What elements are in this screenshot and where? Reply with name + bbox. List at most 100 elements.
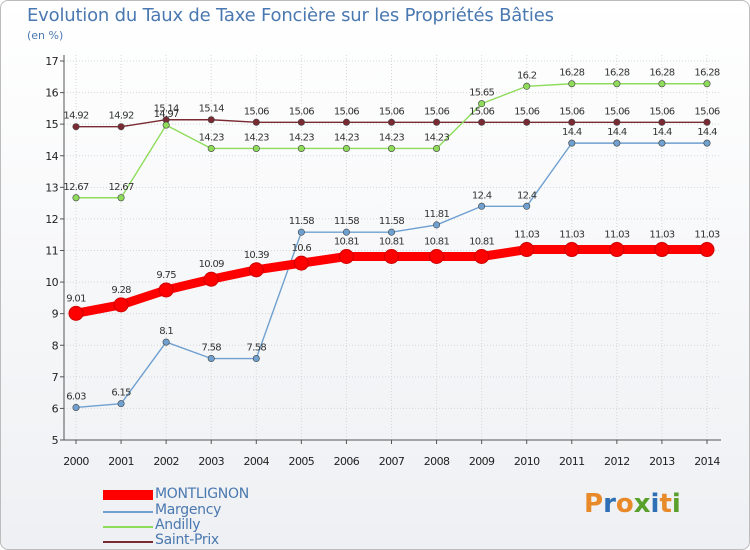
data-point-saint-prix xyxy=(342,118,350,126)
data-label-saint-prix: 15.06 xyxy=(559,106,584,117)
data-point-montlignon xyxy=(248,262,264,278)
data-point-saint-prix xyxy=(433,118,441,126)
data-point-margency xyxy=(387,228,395,236)
logo-letter: i xyxy=(650,489,660,519)
legend-label-andilly: Andilly xyxy=(155,517,201,533)
y-tick-label: 15 xyxy=(45,118,58,131)
data-label-saint-prix: 15.06 xyxy=(469,106,494,117)
data-label-margency: 14.4 xyxy=(562,127,582,138)
data-point-montlignon xyxy=(158,282,174,298)
data-label-andilly: 14.23 xyxy=(424,132,449,143)
data-label-montlignon: 10.09 xyxy=(199,259,224,270)
proxiti-logo: Proxiti xyxy=(584,489,681,519)
data-label-margency: 11.81 xyxy=(424,209,449,220)
data-point-margency xyxy=(478,202,486,210)
x-tick-label: 2014 xyxy=(694,455,720,468)
data-label-montlignon: 10.39 xyxy=(244,250,269,261)
data-point-montlignon xyxy=(113,297,129,313)
logo-letter: P xyxy=(584,489,604,519)
chart-subtitle: (en %) xyxy=(27,29,64,42)
x-tick-label: 2004 xyxy=(243,455,269,468)
data-point-andilly xyxy=(72,194,80,202)
data-label-andilly: 14.23 xyxy=(379,132,404,143)
y-tick-label: 14 xyxy=(45,150,58,163)
y-tick-label: 7 xyxy=(52,371,59,384)
data-point-andilly xyxy=(433,144,441,152)
x-tick-label: 2010 xyxy=(514,455,540,468)
data-label-montlignon: 10.81 xyxy=(379,237,404,248)
data-label-margency: 6.15 xyxy=(111,388,131,399)
data-point-andilly xyxy=(207,144,215,152)
data-label-saint-prix: 14.92 xyxy=(63,111,88,122)
data-label-saint-prix: 15.06 xyxy=(379,106,404,117)
data-label-margency: 12.4 xyxy=(472,190,492,201)
data-point-saint-prix xyxy=(117,123,125,131)
legend-label-montlignon: MONTLIGNON xyxy=(155,486,249,502)
data-label-andilly: 14.97 xyxy=(154,109,179,120)
data-point-andilly xyxy=(613,80,621,88)
x-tick-label: 2013 xyxy=(649,455,675,468)
data-point-saint-prix xyxy=(72,123,80,131)
data-label-andilly: 16.2 xyxy=(517,70,537,81)
data-point-saint-prix xyxy=(613,118,621,126)
data-label-saint-prix: 15.14 xyxy=(199,104,224,115)
data-label-margency: 11.58 xyxy=(334,216,359,227)
legend-item-margency: Margency xyxy=(103,502,323,519)
data-label-andilly: 14.23 xyxy=(244,132,269,143)
data-point-montlignon xyxy=(609,242,625,258)
legend-label-saint-prix: Saint-Prix xyxy=(155,532,219,548)
x-tick-label: 2006 xyxy=(334,455,360,468)
data-point-margency xyxy=(703,139,711,147)
data-label-andilly: 14.23 xyxy=(199,132,224,143)
data-point-andilly xyxy=(162,121,170,129)
data-label-saint-prix: 15.06 xyxy=(514,106,539,117)
data-label-montlignon: 11.03 xyxy=(604,230,629,241)
data-label-saint-prix: 15.06 xyxy=(604,106,629,117)
data-point-saint-prix xyxy=(523,118,531,126)
y-tick-label: 16 xyxy=(45,87,58,100)
logo-letter: r xyxy=(603,489,616,519)
logo-letter: x xyxy=(633,489,651,519)
data-point-andilly xyxy=(523,82,531,90)
data-point-montlignon xyxy=(564,242,580,258)
data-point-montlignon xyxy=(338,249,354,265)
data-label-margency: 7.58 xyxy=(247,343,267,354)
logo-letter: o xyxy=(615,489,634,519)
data-label-saint-prix: 15.06 xyxy=(289,106,314,117)
legend-swatch-andilly xyxy=(103,526,153,528)
data-label-andilly: 16.28 xyxy=(694,68,719,79)
data-label-margency: 12.4 xyxy=(517,190,537,201)
data-point-montlignon xyxy=(519,242,535,258)
data-point-montlignon xyxy=(699,242,715,258)
data-label-andilly: 14.23 xyxy=(334,132,359,143)
data-point-andilly xyxy=(387,144,395,152)
data-label-montlignon: 11.03 xyxy=(514,230,539,241)
data-point-margency xyxy=(207,355,215,363)
legend-swatch-saint-prix xyxy=(103,541,153,543)
legend-label-margency: Margency xyxy=(155,502,222,518)
data-point-margency xyxy=(613,139,621,147)
data-point-andilly xyxy=(297,144,305,152)
data-label-montlignon: 11.03 xyxy=(559,230,584,241)
data-point-andilly xyxy=(658,80,666,88)
data-label-montlignon: 10.6 xyxy=(292,243,312,254)
legend-item-andilly: Andilly xyxy=(103,517,323,534)
data-point-andilly xyxy=(478,100,486,108)
x-tick-label: 2011 xyxy=(559,455,585,468)
data-label-montlignon: 10.81 xyxy=(334,237,359,248)
data-point-margency xyxy=(162,338,170,346)
data-point-montlignon xyxy=(68,305,84,321)
data-label-saint-prix: 15.06 xyxy=(244,106,269,117)
x-tick-label: 2003 xyxy=(198,455,224,468)
data-label-montlignon: 11.03 xyxy=(694,230,719,241)
data-label-saint-prix: 14.92 xyxy=(109,111,134,122)
y-tick-label: 13 xyxy=(45,181,58,194)
x-tick-label: 2008 xyxy=(424,455,450,468)
data-label-saint-prix: 15.06 xyxy=(649,106,674,117)
logo-letter: i xyxy=(671,489,681,519)
data-label-saint-prix: 15.06 xyxy=(424,106,449,117)
data-label-andilly: 16.28 xyxy=(604,68,629,79)
data-label-montlignon: 10.81 xyxy=(469,237,494,248)
